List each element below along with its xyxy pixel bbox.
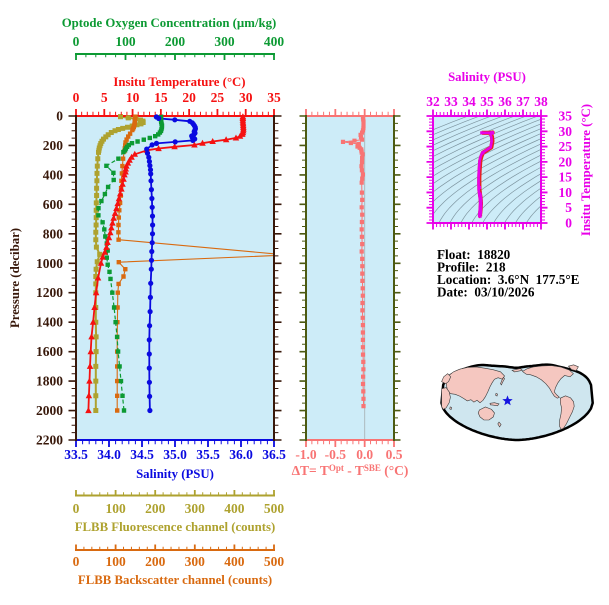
- svg-text:10: 10: [559, 185, 573, 200]
- svg-text:400: 400: [264, 34, 285, 49]
- svg-text:35.0: 35.0: [163, 447, 187, 462]
- svg-text:0: 0: [73, 501, 80, 516]
- svg-text:ΔT= TOpt - TSBE (°C): ΔT= TOpt - TSBE (°C): [292, 463, 409, 478]
- svg-text:0: 0: [73, 90, 80, 105]
- svg-text:-1.0: -1.0: [295, 447, 317, 462]
- svg-text:100: 100: [105, 501, 126, 516]
- svg-text:2200: 2200: [36, 433, 63, 448]
- svg-text:36: 36: [498, 94, 512, 109]
- svg-text:34.0: 34.0: [97, 447, 121, 462]
- svg-text:1200: 1200: [36, 285, 63, 300]
- svg-text:Date: 03/10/2026: Date: 03/10/2026: [437, 285, 535, 300]
- svg-text:1400: 1400: [36, 315, 63, 330]
- svg-text:35.5: 35.5: [196, 447, 220, 462]
- svg-text:33: 33: [444, 94, 458, 109]
- svg-text:20: 20: [559, 154, 573, 169]
- svg-text:34.5: 34.5: [130, 447, 154, 462]
- svg-text:600: 600: [43, 197, 64, 212]
- svg-text:25: 25: [211, 90, 225, 105]
- svg-text:0.5: 0.5: [386, 447, 403, 462]
- svg-text:2000: 2000: [36, 403, 63, 418]
- svg-text:Salinity (PSU): Salinity (PSU): [448, 70, 526, 84]
- svg-text:100: 100: [105, 554, 126, 569]
- svg-text:5: 5: [565, 200, 572, 215]
- svg-text:20: 20: [182, 90, 196, 105]
- svg-text:30: 30: [559, 124, 573, 139]
- svg-text:32: 32: [426, 94, 440, 109]
- svg-text:10: 10: [126, 90, 140, 105]
- svg-text:200: 200: [145, 501, 166, 516]
- svg-text:200: 200: [43, 138, 64, 153]
- svg-text:38: 38: [534, 94, 548, 109]
- svg-text:1600: 1600: [36, 344, 63, 359]
- svg-text:300: 300: [214, 34, 235, 49]
- svg-text:500: 500: [264, 554, 285, 569]
- svg-text:-0.5: -0.5: [325, 447, 347, 462]
- svg-text:Float: 18820: Float: 18820: [437, 247, 511, 262]
- svg-text:37: 37: [516, 94, 530, 109]
- svg-text:0: 0: [565, 216, 572, 231]
- svg-text:15: 15: [559, 170, 573, 185]
- svg-text:36.0: 36.0: [229, 447, 253, 462]
- svg-text:Insitu Temperature (°C): Insitu Temperature (°C): [579, 104, 593, 236]
- svg-text:15: 15: [154, 90, 168, 105]
- svg-text:400: 400: [43, 167, 64, 182]
- svg-text:35: 35: [480, 94, 494, 109]
- svg-text:Salinity (PSU): Salinity (PSU): [136, 467, 214, 481]
- svg-text:1800: 1800: [36, 374, 63, 389]
- svg-text:Profile: 218: Profile: 218: [437, 260, 506, 275]
- svg-text:5: 5: [101, 90, 108, 105]
- svg-text:Location: 3.6°N 177.5°E: Location: 3.6°N 177.5°E: [437, 272, 580, 287]
- svg-text:35: 35: [267, 90, 281, 105]
- svg-text:0: 0: [56, 109, 63, 124]
- svg-text:Pressure (decibar): Pressure (decibar): [8, 228, 22, 328]
- svg-text:25: 25: [559, 139, 573, 154]
- svg-text:200: 200: [165, 34, 186, 49]
- svg-text:0.0: 0.0: [356, 447, 373, 462]
- svg-text:0: 0: [73, 34, 80, 49]
- svg-text:300: 300: [185, 554, 206, 569]
- svg-text:Optode Oxygen Concentration (µ: Optode Oxygen Concentration (µm/kg): [62, 16, 277, 30]
- svg-text:33.5: 33.5: [64, 447, 88, 462]
- svg-text:100: 100: [115, 34, 136, 49]
- svg-text:0: 0: [73, 554, 80, 569]
- svg-text:800: 800: [43, 226, 64, 241]
- svg-text:500: 500: [264, 501, 285, 516]
- svg-text:400: 400: [224, 554, 245, 569]
- svg-text:34: 34: [462, 94, 476, 109]
- svg-text:400: 400: [224, 501, 245, 516]
- svg-text:36.5: 36.5: [262, 447, 286, 462]
- svg-text:35: 35: [559, 109, 573, 124]
- svg-text:1000: 1000: [36, 256, 63, 271]
- svg-text:FLBB Fluorescence channel (cou: FLBB Fluorescence channel (counts): [75, 520, 276, 534]
- svg-text:30: 30: [239, 90, 253, 105]
- svg-text:FLBB Backscatter channel (coun: FLBB Backscatter channel (counts): [78, 573, 272, 587]
- svg-text:300: 300: [185, 501, 206, 516]
- svg-text:Insitu Temperature (°C): Insitu Temperature (°C): [113, 75, 245, 89]
- svg-text:200: 200: [145, 554, 166, 569]
